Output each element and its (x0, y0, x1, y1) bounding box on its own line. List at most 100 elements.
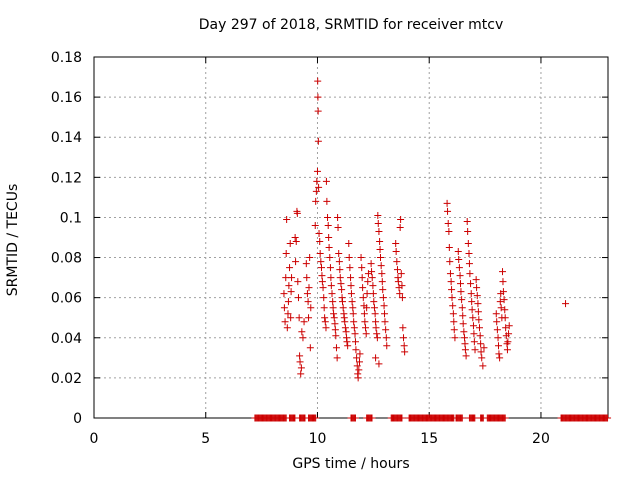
data-point (364, 278, 372, 286)
data-point (469, 322, 477, 330)
y-tick-label: 0 (73, 411, 82, 427)
data-point (451, 334, 459, 342)
data-point (316, 238, 324, 246)
data-point (339, 298, 347, 306)
data-point (300, 318, 308, 326)
data-point (297, 370, 305, 378)
data-point (445, 227, 453, 235)
zero-data-point (398, 414, 406, 422)
data-point (499, 268, 507, 276)
data-point (496, 298, 504, 306)
data-point (455, 256, 463, 264)
data-point (313, 177, 321, 185)
data-point (444, 207, 452, 215)
data-point (292, 238, 300, 246)
data-point (462, 352, 470, 360)
data-point (314, 77, 322, 85)
data-point (373, 334, 381, 342)
data-point (349, 310, 357, 318)
data-point (392, 240, 400, 248)
data-point (284, 310, 292, 318)
data-point (375, 227, 383, 235)
data-point (323, 197, 331, 205)
data-point (303, 274, 311, 282)
data-point (494, 334, 502, 342)
data-point (280, 290, 288, 298)
data-point (347, 290, 355, 298)
data-point (292, 258, 300, 266)
x-tick-label: 15 (420, 431, 438, 447)
data-point (358, 274, 366, 282)
x-tick-label: 20 (532, 431, 550, 447)
data-point (461, 334, 469, 342)
data-point (335, 250, 343, 258)
data-point (478, 354, 486, 362)
data-point (359, 284, 367, 292)
data-point (464, 240, 472, 248)
data-point (493, 318, 501, 326)
data-point (495, 350, 503, 358)
data-point (330, 310, 338, 318)
data-point (458, 304, 466, 312)
data-point (459, 320, 467, 328)
data-point (341, 318, 349, 326)
data-point (353, 362, 361, 370)
data-point (466, 270, 474, 278)
data-point (282, 250, 290, 258)
zero-data-point (312, 414, 320, 422)
data-point (332, 332, 340, 340)
data-point (348, 298, 356, 306)
data-point (449, 310, 457, 318)
data-point (291, 234, 299, 241)
data-point (315, 183, 323, 191)
data-point (376, 254, 384, 262)
data-point (329, 304, 337, 312)
data-point (456, 272, 464, 280)
data-point (372, 324, 380, 332)
y-axis-label: SRMTID / TECUs (5, 183, 21, 297)
data-point (370, 304, 378, 312)
data-point (311, 221, 319, 229)
data-point (450, 326, 458, 334)
y-tick-label: 0.02 (51, 371, 82, 387)
data-point (476, 332, 484, 340)
data-point (322, 324, 330, 332)
data-point (327, 282, 335, 290)
data-point (448, 286, 456, 294)
data-point (393, 258, 401, 266)
data-point (459, 312, 467, 320)
data-point (358, 264, 366, 272)
data-point (461, 346, 469, 354)
data-point (479, 362, 487, 370)
data-point (375, 360, 383, 368)
data-point (378, 270, 386, 278)
data-point (335, 258, 343, 266)
plot-frame (93, 56, 609, 419)
data-point (476, 324, 483, 332)
data-point (316, 250, 324, 258)
data-point (339, 304, 347, 312)
y-tick-label: 0.14 (51, 130, 82, 146)
data-point (317, 258, 325, 266)
data-point (503, 346, 511, 354)
data-point (287, 288, 295, 296)
data-point (281, 318, 289, 326)
data-point (350, 324, 358, 332)
y-tick-label: 0.12 (51, 170, 82, 186)
data-point (374, 211, 382, 219)
data-point (496, 354, 504, 362)
data-point (464, 227, 472, 235)
data-point (445, 244, 453, 252)
data-point (343, 338, 351, 346)
data-point (458, 296, 466, 304)
data-point (305, 284, 313, 292)
data-point (287, 314, 295, 322)
y-tick-label: 0.18 (51, 50, 82, 66)
data-point (293, 209, 301, 217)
zero-data-point (351, 414, 359, 422)
data-point (361, 318, 369, 326)
x-axis-label: GPS time / hours (292, 456, 410, 472)
data-point (328, 290, 336, 298)
axes (93, 56, 609, 419)
data-point (296, 352, 304, 360)
